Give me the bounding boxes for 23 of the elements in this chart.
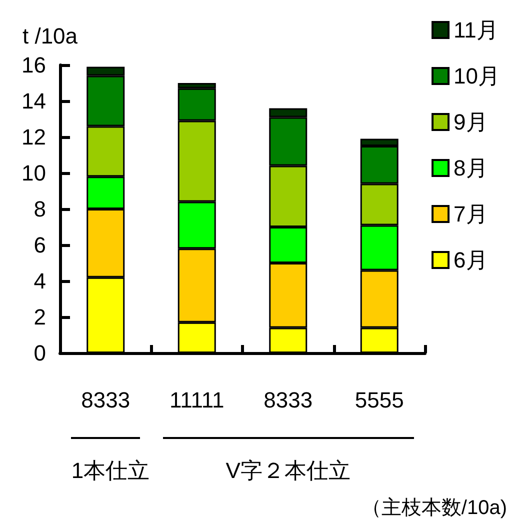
y-tick-label: 2	[34, 304, 46, 330]
x-tick-label: 5555	[354, 388, 404, 412]
legend-label: 8月	[454, 156, 488, 180]
y-tick-label: 12	[22, 124, 46, 150]
text: V字２本仕立	[224, 457, 352, 485]
y-tick-label: 14	[22, 88, 46, 114]
y-tick-label: 16	[22, 52, 46, 78]
y-tick-label: 4	[34, 268, 46, 294]
y-axis-title: t /10a	[22, 24, 78, 48]
x-tick-label: 8333	[81, 388, 130, 412]
y-tick-label: 0	[34, 340, 46, 366]
x-tick-label: 8333	[264, 388, 313, 412]
text: 1本仕立	[71, 457, 150, 485]
x-axis-title: （主枝本数/10a)	[361, 496, 507, 521]
legend-label: 9月	[454, 110, 488, 134]
legend-label: 7月	[454, 202, 488, 226]
y-tick-label: 8	[34, 196, 46, 222]
legend-label: 10月	[454, 64, 500, 88]
y-tick-label: 6	[34, 232, 46, 258]
y-tick-label: 10	[22, 160, 46, 186]
legend-label: 6月	[454, 248, 488, 272]
x-tick-label: 11111	[170, 388, 224, 412]
legend-label: 11月	[454, 18, 498, 42]
